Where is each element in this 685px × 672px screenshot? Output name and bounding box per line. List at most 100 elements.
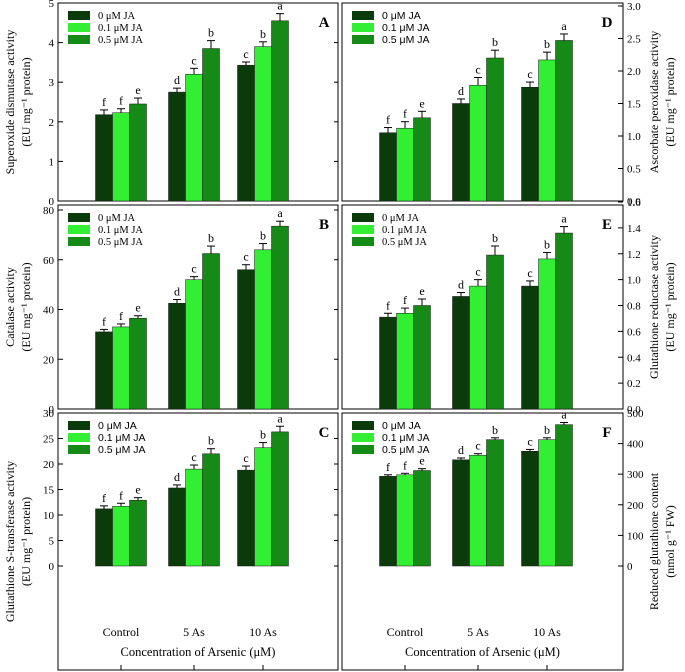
bar-F-0-1 [452,459,470,567]
significance-letter: e [135,83,140,97]
legend-swatch [352,225,374,234]
bar-E-2-1 [486,254,504,410]
y-tick-label: 2 [49,117,55,129]
legend-label: 0 μM JA [382,10,421,22]
panel-B: 0 20 40 60 80 Catalase activity (EU mg⁻¹ prote… [3,204,339,416]
panel-D: 0.0 0.5 1.0 1.5 2.0 2.5 3.0 Ascorbate peroxidas… [341,1,677,208]
x-tick-label: 5 As [467,625,489,639]
bar-B-1-0 [112,326,130,410]
y-tick-label: 3 [49,77,55,89]
panel-frame [341,412,624,671]
significance-letter: d [458,443,464,457]
bar-F-2-2 [555,424,573,567]
significance-letter: f [386,113,390,127]
significance-letter: f [119,488,123,502]
y-axis-title: (EU mg⁻¹ protein) [663,57,677,146]
significance-letter: c [475,265,480,279]
bar-C-0-0 [95,508,113,567]
y-tick-label: 1 [49,156,55,168]
legend-label: 0.5 μM JA [382,237,427,248]
bar-F-2-0 [413,470,431,567]
bar-B-2-2 [271,225,289,410]
significance-letter: b [208,231,214,245]
x-tick-label: Control [103,625,140,639]
legend-swatch [352,23,374,32]
y-axis-title: Catalase activity [3,267,17,347]
y-tick-label: 30 [43,408,55,420]
significance-letter: c [527,434,532,448]
significance-letter: c [243,47,248,61]
legend-swatch [68,445,90,454]
panel-letter: B [319,217,329,233]
bar-F-1-0 [396,474,414,567]
significance-letter: c [191,53,196,67]
bar-C-1-1 [185,468,203,567]
x-axis-title: Concentration of Arsenic (μM) [405,645,560,659]
significance-letter: f [102,491,106,505]
bar-B-0-2 [237,269,255,410]
significance-letter: f [403,458,407,472]
legend-label: 0 μM JA [98,420,137,432]
legend-label: 0.1 μM JA [98,225,143,236]
bar-A-2-0 [129,103,147,202]
significance-letter: e [135,483,140,497]
legend-swatch [352,35,374,44]
y-tick-label: 2.0 [627,66,641,78]
panel-letter: C [319,425,330,441]
x-tick-label: 5 As [183,625,205,639]
significance-letter: c [243,250,248,264]
bar-C-2-2 [271,431,289,567]
x-tick-label: Control [387,625,424,639]
y-tick-label: 2.5 [627,34,641,46]
panel-C: 0 5 10 15 20 25 30 Glutathione S-transferase ac… [3,408,339,671]
significance-letter: b [544,423,550,437]
bar-A-2-1 [202,48,220,202]
legend-label: 0.5 μM JA [98,444,145,456]
legend-swatch [352,213,374,222]
y-tick-label: 1.0 [627,131,641,143]
significance-letter: a [277,0,283,13]
panel-letter: A [319,15,330,31]
significance-letter: f [102,314,106,328]
y-axis-title: (nmol g⁻¹ FW) [663,505,677,578]
legend-swatch [68,225,90,234]
significance-letter: b [208,434,214,448]
significance-letter: f [119,309,123,323]
bar-C-2-1 [202,453,220,567]
bar-E-1-2 [538,258,556,410]
legend-swatch [352,11,374,20]
significance-letter: f [102,95,106,109]
y-tick-label: 0.0 [627,196,641,208]
significance-letter: b [492,231,498,245]
y-tick-label: 15 [43,485,55,497]
bar-F-1-1 [469,454,487,567]
y-axis-title: (EU mg⁻¹ protein) [663,262,677,351]
legend-swatch [352,433,374,442]
y-tick-label: 0.0 [627,404,641,416]
panel-letter: D [602,15,613,31]
y-axis-title: Glutathione reductase activity [647,235,661,379]
y-tick-label: 5 [49,536,55,548]
significance-letter: f [403,293,407,307]
bar-A-0-0 [95,114,113,202]
bar-B-1-2 [254,249,272,410]
legend-swatch [352,445,374,454]
bar-D-2-1 [486,57,504,202]
bar-F-2-1 [486,439,504,567]
significance-letter: b [544,37,550,51]
significance-letter: d [174,470,180,484]
y-tick-label: 1.0 [627,275,641,287]
panel-letter: E [602,217,612,233]
bar-C-0-1 [168,487,186,567]
y-tick-label: 0 [49,404,55,416]
y-tick-label: 5 [49,0,55,10]
legend-label: 0 μM JA [382,420,421,432]
significance-letter: d [174,73,180,87]
significance-letter: a [561,407,567,421]
y-axis-title: (EU mg⁻¹ protein) [19,262,33,351]
y-tick-label: 0 [49,196,55,208]
y-tick-label: 1.6 [627,197,641,209]
legend-label: 0.5 μM JA [98,35,143,46]
legend-swatch [352,421,374,430]
significance-letter: b [260,229,266,243]
